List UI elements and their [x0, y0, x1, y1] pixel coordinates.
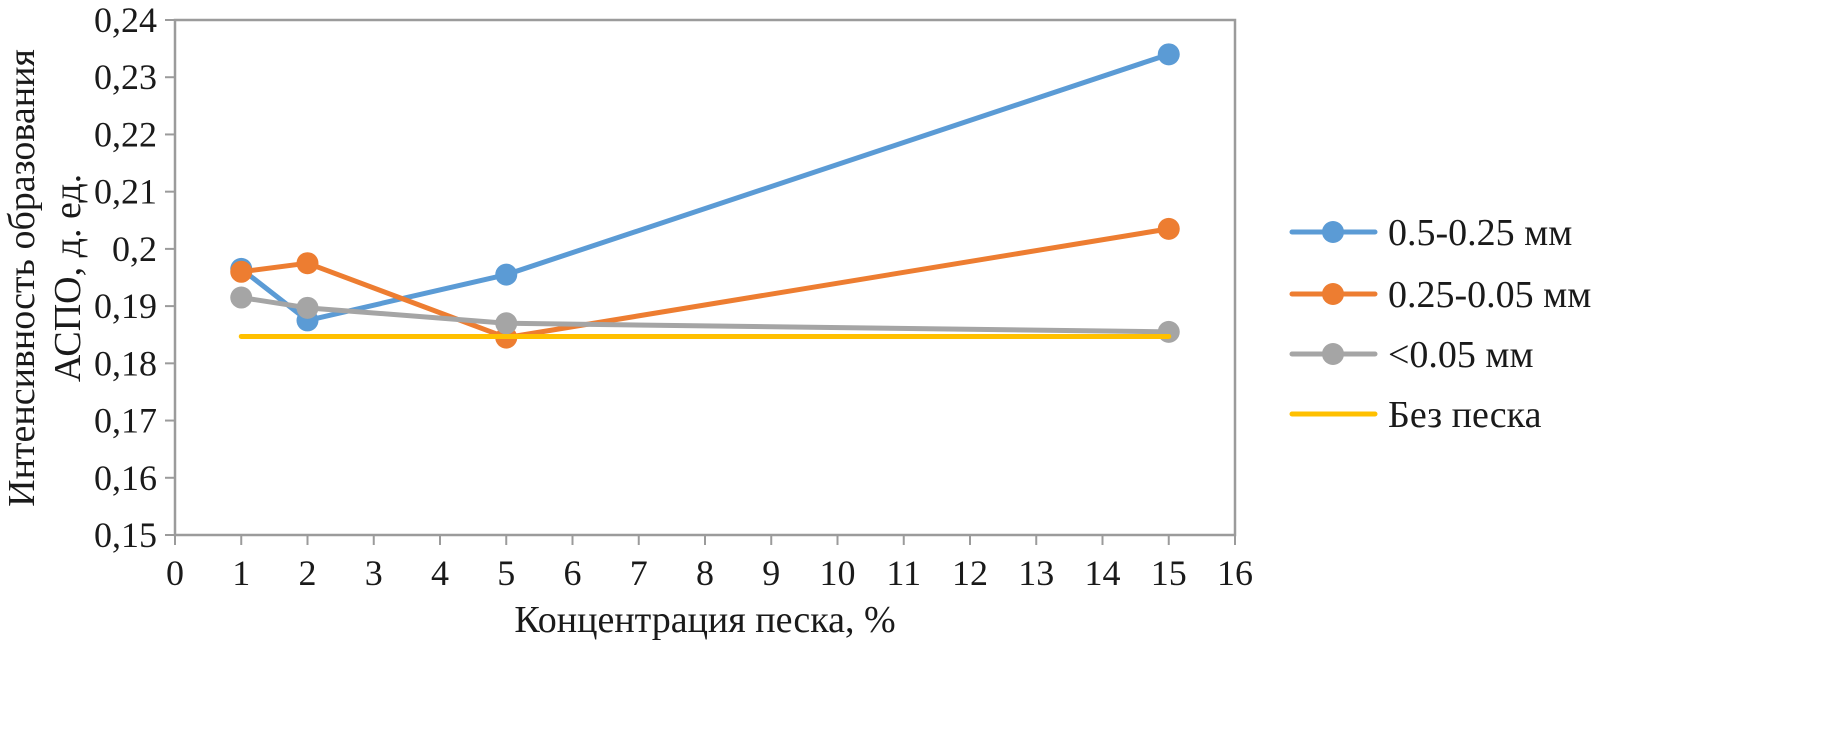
legend-item-yellow: Без песка — [1289, 394, 1542, 436]
y-tick-label: 0,21 — [94, 172, 157, 212]
x-tick-label: 9 — [762, 553, 780, 593]
x-tick-label: 7 — [630, 553, 648, 593]
series-marker-icon — [230, 260, 253, 283]
y-tick-label: 0,15 — [94, 515, 157, 555]
x-tick-label: 2 — [299, 553, 317, 593]
series-marker-icon — [1157, 43, 1180, 66]
x-tick-label: 3 — [365, 553, 383, 593]
series-marker-icon — [495, 263, 518, 286]
legend-item-orange: 0.25-0.05 мм — [1289, 274, 1591, 316]
series-marker-icon — [1157, 217, 1180, 240]
y-axis-title-line1: Интенсивность образования — [1, 49, 43, 507]
x-tick-label: 15 — [1151, 553, 1187, 593]
legend: 0.5-0.25 мм 0.25-0.05 мм <0.05 мм Без пе… — [1289, 212, 1591, 436]
legend-marker-icon — [1322, 221, 1344, 243]
y-tick-label: 0,23 — [94, 57, 157, 97]
x-tick-label: 4 — [431, 553, 449, 593]
y-tick-label: 0,19 — [94, 286, 157, 326]
x-tick-label: 14 — [1085, 553, 1121, 593]
series-line — [238, 51, 1172, 323]
x-tick-label: 5 — [497, 553, 515, 593]
series-line — [238, 295, 1172, 335]
y-tick-label: 0,18 — [94, 343, 157, 383]
y-tick-label: 0,16 — [94, 458, 157, 498]
legend-label: 0.5-0.25 мм — [1388, 212, 1572, 254]
legend-label: <0.05 мм — [1388, 334, 1534, 376]
legend-item-blue: 0.5-0.25 мм — [1289, 212, 1572, 254]
y-tick-label: 0,22 — [94, 114, 157, 154]
plot-border — [173, 18, 1237, 537]
legend-item-gray: <0.05 мм — [1289, 334, 1534, 376]
series-marker-icon — [296, 296, 319, 319]
y-axis-title-line2: АСПО, д. ед. — [47, 174, 89, 382]
legend-label: Без песка — [1388, 394, 1542, 436]
legend-label: 0.25-0.05 мм — [1388, 274, 1591, 316]
series-marker-icon — [230, 286, 253, 309]
x-tick-label: 1 — [232, 553, 250, 593]
legend-marker-icon — [1322, 343, 1344, 365]
x-tick-label: 11 — [886, 553, 921, 593]
x-axis-title: Концентрация песка, % — [514, 599, 895, 641]
y-tick-label: 0,2 — [112, 229, 157, 269]
legend-marker-icon — [1322, 283, 1344, 305]
x-tick-label: 6 — [564, 553, 582, 593]
series-marker-icon — [296, 252, 319, 275]
y-tick-label: 0,17 — [94, 401, 157, 441]
x-tick-label: 8 — [696, 553, 714, 593]
x-tick-label: 12 — [952, 553, 988, 593]
x-tick-label: 16 — [1217, 553, 1253, 593]
y-tick-label: 0,24 — [94, 0, 157, 40]
series-marker-icon — [495, 312, 518, 335]
series-marker-icon — [1157, 320, 1180, 343]
plot-area: 0,15 0,16 0,17 0,18 0,19 0,2 0,21 0,22 0,23 0,24 0… — [94, 0, 1253, 593]
x-tick-label: 0 — [166, 553, 184, 593]
x-tick-label: 10 — [820, 553, 856, 593]
x-tick-label: 13 — [1018, 553, 1054, 593]
series-line — [238, 226, 1172, 341]
